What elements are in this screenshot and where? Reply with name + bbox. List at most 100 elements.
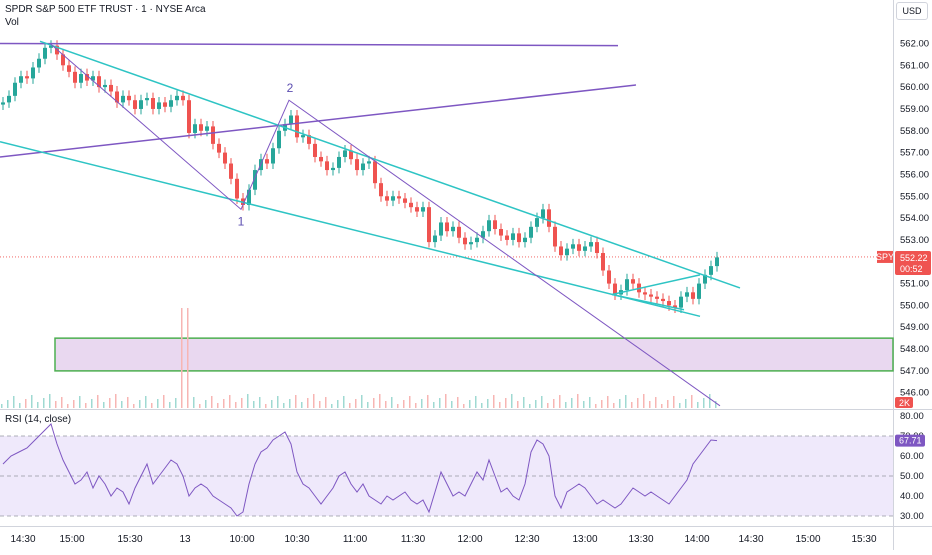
volume-bar <box>49 394 51 408</box>
time-tick-label: 15:00 <box>795 534 820 545</box>
candle-body <box>271 148 275 164</box>
rsi-tick-label: 30.00 <box>900 511 924 522</box>
volume-bar <box>253 401 255 408</box>
candle-body <box>613 283 617 295</box>
rsi-label: RSI (14, close) <box>5 414 71 425</box>
volume-bar <box>325 397 327 408</box>
volume-bar <box>19 403 21 408</box>
candle-body <box>25 76 29 79</box>
candle-body <box>577 244 581 251</box>
rsi-line <box>2 423 718 517</box>
price-tick-label: 555.00 <box>900 191 929 202</box>
volume-bar <box>595 404 597 408</box>
price-tick-label: 550.00 <box>900 300 929 311</box>
wave-count-line <box>49 43 721 407</box>
candle-body <box>499 229 503 236</box>
demand-zone <box>54 337 894 372</box>
volume-bar <box>481 403 483 408</box>
candle-body <box>643 292 647 295</box>
candle-body <box>625 279 629 291</box>
candle-body <box>685 292 689 297</box>
candle-body <box>559 246 563 256</box>
candle-body <box>223 152 227 164</box>
wedge-lower-line <box>611 293 685 311</box>
price-tick-label: 561.00 <box>900 60 929 71</box>
volume-bar <box>643 394 645 408</box>
volume-bar <box>691 395 693 408</box>
wave-label-2: 2 <box>287 81 294 95</box>
channel-upper-line <box>39 40 741 289</box>
candle-body <box>247 189 251 205</box>
volume-bar <box>355 399 357 408</box>
volume-bar <box>235 402 237 408</box>
chart-title: SPDR S&P 500 ETF TRUST · 1 · NYSE Arca <box>5 4 206 15</box>
volume-bar <box>667 400 669 408</box>
candle-body <box>391 196 395 201</box>
volume-bar <box>289 399 291 408</box>
volume-bar <box>361 395 363 408</box>
volume-bar <box>229 395 231 408</box>
volume-bar <box>157 399 159 408</box>
candle-body <box>553 226 557 247</box>
volume-bar <box>271 400 273 408</box>
volume-bar <box>451 401 453 408</box>
volume-bar <box>547 403 549 408</box>
candle-body <box>79 74 83 83</box>
price-tick-label: 549.00 <box>900 322 929 333</box>
volume-bar <box>487 399 489 408</box>
volume-bar <box>187 308 189 408</box>
candle-body <box>355 159 359 171</box>
volume-bar <box>523 397 525 408</box>
channel-lower-line <box>0 140 701 318</box>
candle-body <box>313 143 317 157</box>
volume-bar <box>685 399 687 408</box>
volume-tag <box>895 397 913 408</box>
candle-body <box>157 102 161 109</box>
volume-bar <box>703 398 705 408</box>
volume-bar <box>427 395 429 408</box>
candle-body <box>319 156 323 162</box>
candle-body <box>457 226 461 238</box>
volume-bar <box>385 401 387 408</box>
volume-bar <box>511 394 513 408</box>
volume-bar <box>541 396 543 408</box>
volume-bar <box>181 308 183 408</box>
volume-bar <box>403 400 405 408</box>
candle-body <box>691 292 695 299</box>
wave-label-1: 1 <box>238 214 245 228</box>
volume-bar <box>517 401 519 408</box>
candle-body <box>85 74 89 81</box>
volume-bar <box>583 401 585 408</box>
candle-body <box>19 76 23 83</box>
candle-body <box>343 150 347 157</box>
candle-body <box>199 124 203 131</box>
volume-bar <box>613 403 615 408</box>
volume-bar <box>145 396 147 408</box>
volume-bar <box>247 394 249 408</box>
candle-body <box>115 91 119 103</box>
candle-body <box>403 198 407 203</box>
candle-body <box>325 161 329 171</box>
time-tick-label: 11:30 <box>401 534 426 545</box>
volume-bar <box>367 402 369 408</box>
candle-body <box>211 126 215 144</box>
volume-bar <box>175 398 177 408</box>
candle-body <box>49 45 53 48</box>
candle-body <box>307 135 311 144</box>
time-tick-label: 13 <box>179 534 191 545</box>
currency-button[interactable]: USD <box>896 2 928 20</box>
candle-body <box>493 220 497 230</box>
rsi-tick-label: 60.00 <box>900 451 924 462</box>
candle-body <box>349 150 353 160</box>
candle-body <box>517 233 521 243</box>
volume-bar <box>565 402 567 408</box>
volume-bar <box>61 397 63 408</box>
candle-body <box>481 231 485 238</box>
volume-bar <box>277 396 279 408</box>
price-tick-label: 560.00 <box>900 82 929 93</box>
volume-bar <box>241 398 243 408</box>
candle-body <box>235 178 239 199</box>
candle-body <box>1 102 5 105</box>
volume-bar <box>421 399 423 408</box>
